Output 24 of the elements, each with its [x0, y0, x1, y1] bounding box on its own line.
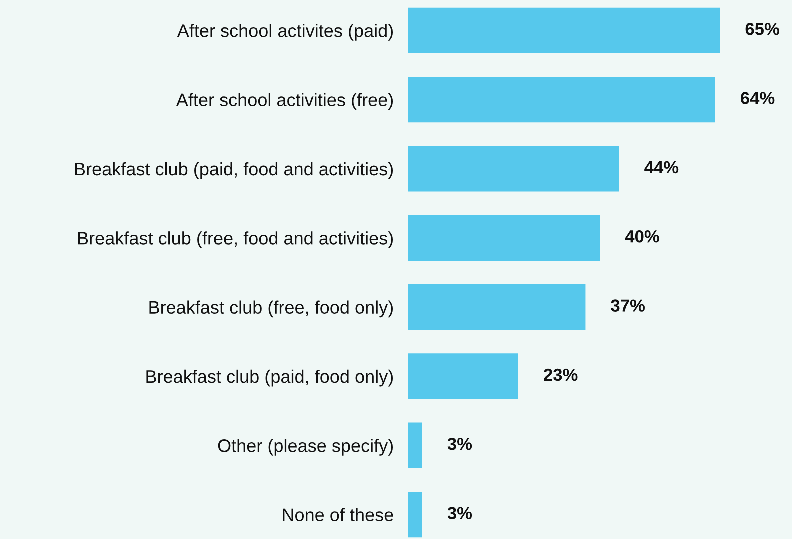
y-tick-label: Breakfast club (paid, food and activities): [75, 162, 394, 180]
data-label: 64%: [741, 92, 775, 104]
bar: [408, 422, 422, 468]
bar: [408, 8, 720, 54]
data-label: 44%: [644, 161, 679, 174]
data-label: 3%: [448, 438, 472, 450]
bar: [408, 284, 586, 330]
data-label: 40%: [625, 230, 660, 243]
bar: [408, 354, 518, 400]
y-tick-label: Breakfast club (free, food and activities): [78, 232, 394, 248]
data-label: 23%: [544, 368, 578, 382]
y-tick-label: After school activities (free): [176, 93, 393, 110]
y-tick-label: Breakfast club (paid, food only): [146, 370, 394, 387]
y-tick-label: After school activites (paid): [177, 24, 393, 41]
bar: [408, 215, 600, 261]
data-label: 37%: [611, 300, 645, 312]
y-tick-label: Breakfast club (free, food only): [150, 300, 394, 318]
y-tick-label: Other (please specify): [218, 439, 393, 456]
bar: [408, 492, 422, 538]
bar: [408, 146, 620, 192]
bar: [408, 76, 716, 123]
data-label: 3%: [448, 507, 472, 520]
data-label: 65%: [746, 23, 780, 36]
y-tick-label: None of these: [283, 508, 394, 522]
